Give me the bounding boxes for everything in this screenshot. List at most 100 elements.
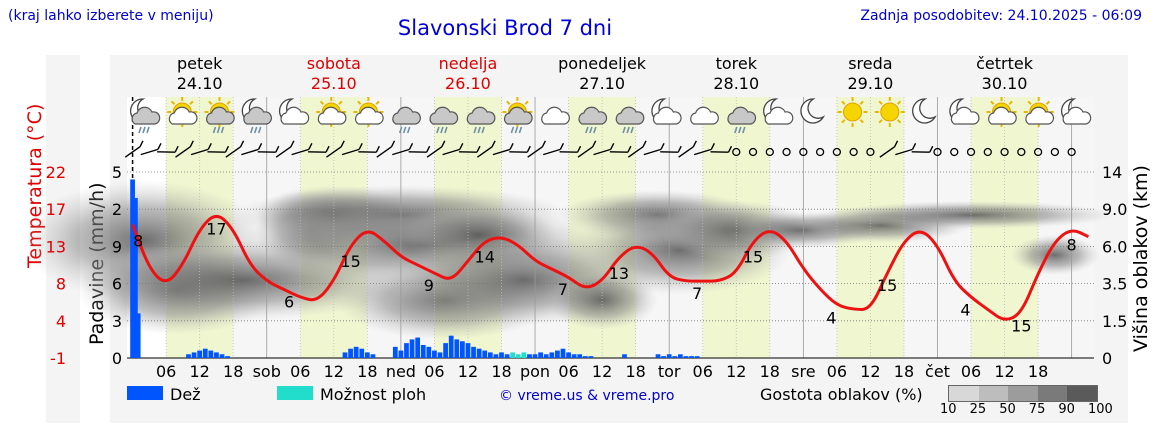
temperature-value-label: 4 bbox=[960, 300, 970, 319]
wind-barb-icon bbox=[895, 148, 913, 156]
x-tick-label: 12 bbox=[458, 362, 478, 381]
wind-barb-icon bbox=[491, 140, 496, 148]
calm-wind-icon bbox=[765, 147, 774, 157]
precip-bar bbox=[588, 356, 594, 358]
precip-bar bbox=[370, 354, 376, 358]
wind-barb-icon bbox=[275, 146, 292, 158]
wind-barb-icon bbox=[341, 148, 360, 156]
wind-barb-icon bbox=[526, 145, 531, 153]
x-tick-label: sre bbox=[791, 362, 815, 381]
precip-bar bbox=[515, 354, 521, 358]
precip-bar bbox=[465, 343, 471, 358]
day-date: 25.10 bbox=[311, 74, 357, 93]
wind-barb-icon bbox=[325, 145, 330, 153]
credit-link[interactable]: © vreme.us & vreme.pro bbox=[499, 388, 675, 404]
page-title: Slavonski Brod 7 dni bbox=[397, 16, 613, 40]
precip-bar bbox=[225, 356, 230, 358]
precip-bar bbox=[683, 356, 689, 358]
sun-cloud-icon bbox=[316, 97, 347, 127]
precip-bar bbox=[415, 337, 421, 358]
wind-barb-icon bbox=[239, 140, 245, 148]
calm-wind-icon bbox=[799, 147, 808, 157]
wind-barb-icon bbox=[190, 148, 209, 156]
showers-legend-swatch bbox=[277, 386, 313, 400]
temperature-value-label: 17 bbox=[206, 219, 226, 238]
x-tick-label: tor bbox=[658, 362, 681, 381]
sun-icon bbox=[837, 97, 868, 127]
day-date: 26.10 bbox=[445, 74, 491, 93]
cloud-height-tick-label: 3.5 bbox=[1102, 275, 1127, 294]
wind-barb-icon bbox=[693, 148, 712, 156]
wind-barb-icon bbox=[929, 145, 934, 153]
wind-barb-icon bbox=[509, 143, 514, 150]
moon-cloud-rain-icon bbox=[241, 98, 272, 134]
x-tick-label: 12 bbox=[324, 362, 344, 381]
x-tick-label: 06 bbox=[961, 362, 981, 381]
precip-bar bbox=[661, 356, 666, 358]
precip-bar bbox=[443, 343, 448, 358]
temperature-tick-label: 22 bbox=[46, 163, 66, 182]
sun-cloud-icon bbox=[986, 97, 1017, 127]
precip-bar bbox=[689, 356, 694, 358]
calm-wind-icon bbox=[950, 147, 959, 157]
calm-wind-icon bbox=[966, 147, 976, 157]
x-tick-label: 18 bbox=[357, 362, 377, 381]
cloud-height-tick-label: 1.5 bbox=[1102, 312, 1127, 331]
x-tick-label: 06 bbox=[156, 362, 176, 381]
precip-bar bbox=[532, 354, 538, 358]
wind-barb-icon bbox=[207, 143, 212, 150]
wind-barb-icon bbox=[426, 146, 443, 158]
x-tick-label: 12 bbox=[860, 362, 880, 381]
temperature-value-label: 7 bbox=[558, 280, 568, 299]
temperature-value-label: 13 bbox=[609, 264, 629, 283]
cloud-rain-icon bbox=[429, 106, 459, 134]
temperature-tick-label: 4 bbox=[56, 312, 66, 331]
temperature-tick-label: -1 bbox=[50, 349, 66, 368]
wind-barb-icon bbox=[375, 145, 380, 153]
moon-cloud-icon bbox=[949, 98, 980, 125]
precip-bar bbox=[582, 356, 588, 358]
precipitation-tick-label: 0 bbox=[112, 349, 122, 368]
temperature-value-label: 4 bbox=[826, 308, 836, 327]
sun-cloud-rain-icon bbox=[502, 97, 533, 134]
cloud-rain-icon bbox=[578, 106, 608, 134]
wind-barb-icon bbox=[390, 140, 396, 148]
wind-barb-icon bbox=[911, 143, 917, 150]
cloud-density-step-label: 100 bbox=[1088, 402, 1113, 417]
precip-bar bbox=[521, 352, 527, 358]
calm-wind-icon bbox=[933, 147, 942, 157]
temperature-value-label: 6 bbox=[284, 292, 294, 311]
precip-bar bbox=[133, 198, 138, 358]
temperature-tick-label: 8 bbox=[56, 275, 66, 294]
precip-bar bbox=[694, 356, 700, 358]
wind-barb-icon bbox=[710, 143, 715, 150]
cloud-height-tick-label: 9.0 bbox=[1102, 200, 1127, 219]
wind-barb-icon bbox=[727, 145, 733, 153]
precip-bar bbox=[571, 354, 577, 358]
calm-wind-icon bbox=[832, 147, 842, 157]
wind-barb-icon bbox=[124, 146, 141, 158]
temperature-value-label: 9 bbox=[424, 276, 434, 295]
precip-bar bbox=[454, 339, 460, 358]
precip-bar bbox=[353, 346, 359, 358]
precipitation-tick-label: 5 bbox=[112, 163, 122, 182]
sun-icon bbox=[874, 97, 905, 127]
wind-barb-icon bbox=[577, 146, 594, 158]
day-name: ponedeljek bbox=[558, 54, 647, 73]
location-hint[interactable]: (kraj lahko izberete v meniju) bbox=[8, 8, 214, 24]
precip-bar bbox=[342, 352, 348, 358]
day-name: četrtek bbox=[976, 54, 1034, 73]
precip-bar bbox=[186, 354, 191, 358]
precip-bar bbox=[359, 348, 365, 358]
wind-barb-icon bbox=[627, 146, 644, 158]
day-date: 29.10 bbox=[848, 74, 894, 93]
x-tick-label: 06 bbox=[290, 362, 310, 381]
temperature-tick-label: 17 bbox=[46, 200, 66, 219]
temperature-line bbox=[131, 214, 1090, 321]
showers-legend-label: Možnost ploh bbox=[320, 385, 427, 404]
temperature-tick-label: 13 bbox=[46, 237, 66, 256]
cloud-density-scale bbox=[948, 385, 1098, 402]
precip-bar bbox=[398, 350, 404, 358]
precip-bar bbox=[538, 352, 544, 358]
calm-wind-icon bbox=[1050, 147, 1060, 157]
